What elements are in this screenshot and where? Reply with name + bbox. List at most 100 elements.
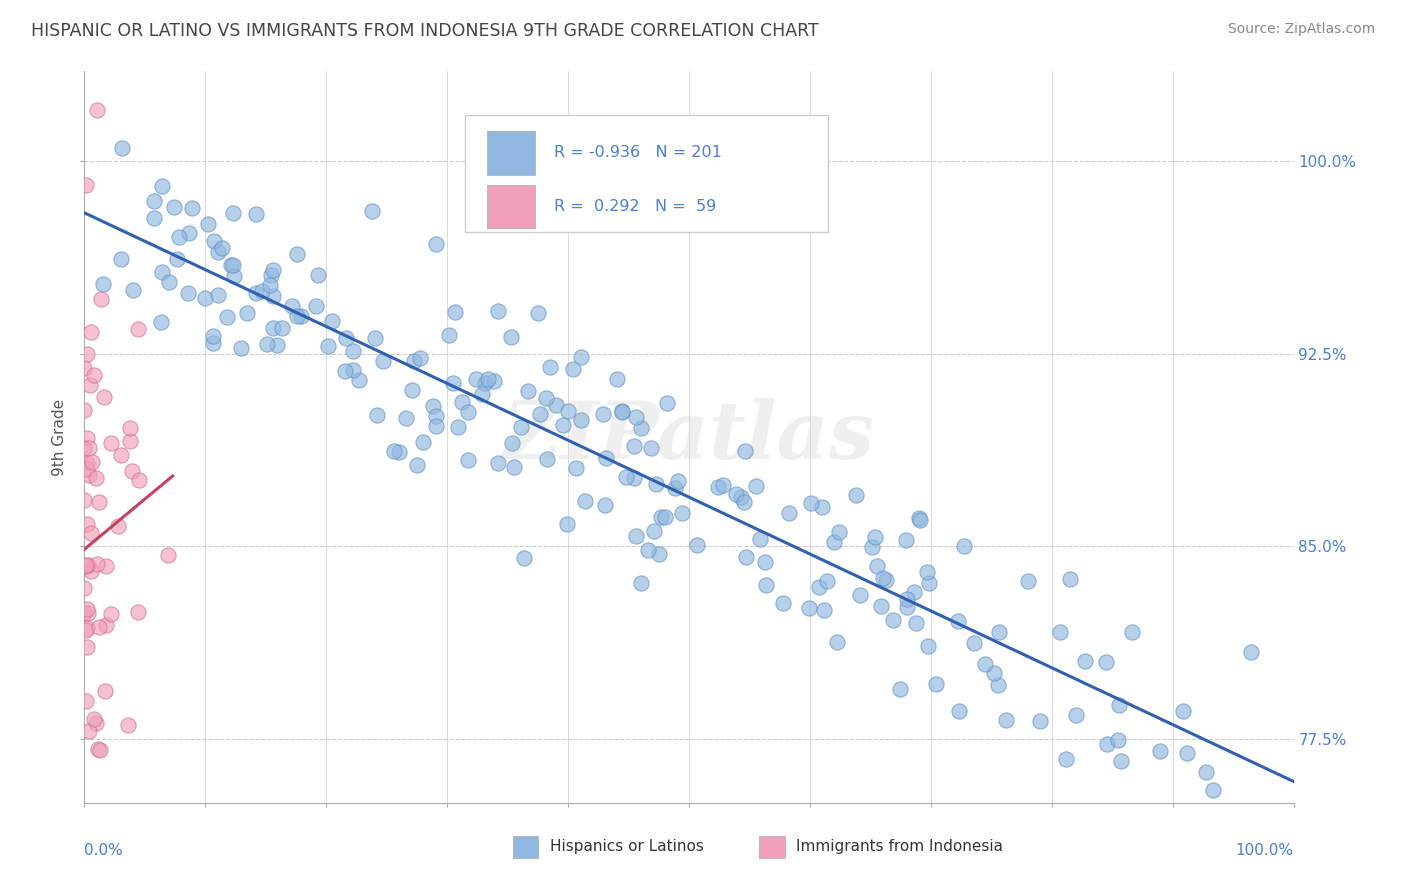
Point: [1054, 752, 1077, 766]
Point: [94, 683, 117, 698]
Point: [451, 395, 474, 409]
Point: [1107, 732, 1129, 747]
Point: [557, 403, 579, 417]
Text: Hispanics or Latinos: Hispanics or Latinos: [550, 839, 703, 855]
Point: [290, 309, 312, 323]
Point: [118, 434, 141, 449]
Point: [630, 575, 652, 590]
Point: [266, 338, 288, 352]
Point: [412, 435, 434, 450]
Point: [83, 712, 105, 726]
Point: [285, 246, 308, 260]
Point: [404, 353, 426, 368]
Point: [76, 431, 98, 445]
Point: [815, 574, 838, 588]
Point: [73, 492, 96, 507]
Point: [963, 636, 986, 650]
Text: R = -0.936   N = 201: R = -0.936 N = 201: [554, 145, 721, 161]
Point: [107, 519, 129, 533]
Point: [908, 513, 931, 527]
Point: [401, 383, 423, 397]
Point: [76, 347, 98, 361]
Point: [75, 178, 97, 192]
Text: ZIPatlas: ZIPatlas: [503, 399, 875, 475]
Point: [285, 309, 308, 323]
Point: [91, 277, 114, 292]
Point: [215, 310, 238, 325]
Point: [224, 269, 246, 284]
Point: [593, 498, 616, 512]
Point: [202, 328, 225, 343]
Point: [655, 396, 678, 410]
Point: [624, 529, 647, 543]
Point: [745, 479, 768, 493]
Point: [664, 482, 686, 496]
Point: [571, 413, 593, 427]
Point: [953, 539, 976, 553]
Point: [527, 306, 550, 320]
Point: [650, 509, 672, 524]
Point: [1149, 744, 1171, 758]
Point: [76, 558, 98, 573]
Point: [75, 872, 97, 887]
Point: [221, 258, 243, 272]
Point: [281, 299, 304, 313]
Point: [512, 551, 534, 566]
Point: [260, 268, 283, 282]
Point: [648, 548, 671, 562]
Point: [474, 376, 496, 390]
Point: [157, 548, 180, 562]
Point: [73, 403, 96, 417]
Point: [626, 409, 648, 424]
Point: [866, 558, 889, 573]
Point: [925, 677, 948, 691]
Point: [100, 607, 122, 621]
Text: R =  0.292   N =  59: R = 0.292 N = 59: [554, 199, 716, 214]
Bar: [486, 185, 536, 228]
Point: [75, 848, 97, 863]
Point: [94, 618, 117, 632]
Point: [194, 291, 217, 305]
Point: [437, 327, 460, 342]
Point: [1108, 698, 1130, 713]
Bar: [465, 115, 828, 232]
Point: [256, 337, 278, 351]
Point: [734, 549, 756, 564]
Point: [896, 600, 918, 615]
Point: [711, 477, 734, 491]
Point: [610, 405, 633, 419]
Point: [408, 351, 430, 365]
Point: [529, 407, 551, 421]
Point: [73, 442, 96, 456]
Point: [76, 462, 98, 476]
Point: [918, 576, 941, 591]
Point: [754, 555, 776, 569]
Point: [270, 321, 292, 335]
Point: [76, 621, 98, 635]
Point: [229, 342, 252, 356]
Point: [121, 464, 143, 478]
Point: [236, 306, 259, 320]
Point: [245, 207, 267, 221]
Point: [1017, 574, 1039, 588]
Point: [406, 458, 429, 472]
Point: [904, 616, 927, 631]
Text: HISPANIC OR LATINO VS IMMIGRANTS FROM INDONESIA 9TH GRADE CORRELATION CHART: HISPANIC OR LATINO VS IMMIGRANTS FROM IN…: [31, 22, 818, 40]
Point: [157, 275, 180, 289]
Point: [80, 564, 103, 578]
Point: [907, 511, 929, 525]
Point: [75, 694, 97, 708]
Point: [813, 603, 835, 617]
Point: [335, 331, 357, 345]
Point: [797, 601, 820, 615]
Point: [93, 390, 115, 404]
Point: [150, 265, 173, 279]
Point: [486, 304, 509, 318]
Point: [807, 581, 830, 595]
Point: [654, 510, 676, 524]
Point: [844, 488, 866, 502]
Point: [733, 494, 755, 508]
Point: [77, 723, 100, 738]
Point: [1094, 655, 1116, 669]
Point: [810, 500, 832, 514]
